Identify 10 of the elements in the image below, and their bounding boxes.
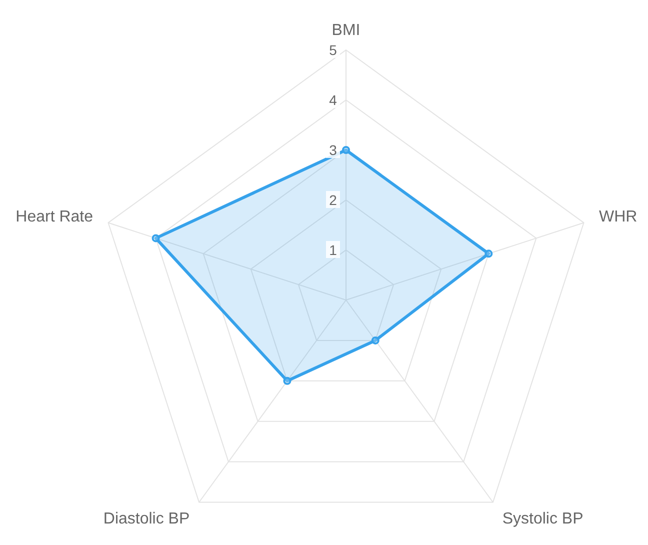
spoke-label: WHR (598, 208, 638, 226)
y-tick-label: 1 (329, 242, 338, 258)
y-tick-label: 3 (329, 142, 338, 158)
y-tick-label: 4 (329, 92, 338, 108)
spoke-label: BMI (332, 22, 360, 39)
spoke-label: Heart Rate (16, 208, 94, 226)
spoke-label: Systolic BP (502, 510, 584, 528)
y-tick-label: 2 (329, 192, 338, 208)
y-tick-label: 5 (329, 42, 338, 58)
spoke-label: Diastolic BP (103, 510, 190, 528)
